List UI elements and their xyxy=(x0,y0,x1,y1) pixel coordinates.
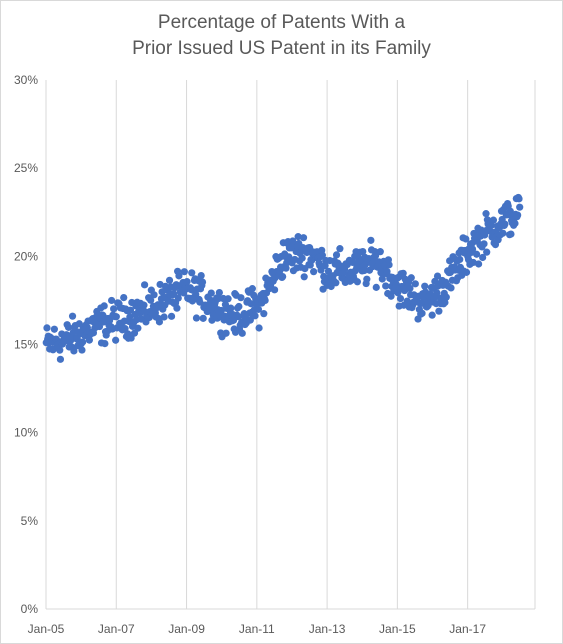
x-tick-label: Jan-07 xyxy=(98,622,135,636)
y-tick-label: 20% xyxy=(14,249,38,263)
data-point xyxy=(78,346,85,353)
data-point xyxy=(463,269,470,276)
data-point xyxy=(418,310,425,317)
data-point xyxy=(199,278,206,285)
data-point xyxy=(134,325,141,332)
x-tick-label: Jan-11 xyxy=(239,622,275,636)
data-point xyxy=(310,268,317,275)
data-point xyxy=(222,330,229,337)
data-point xyxy=(511,220,518,227)
data-point xyxy=(198,272,205,279)
data-point xyxy=(456,256,463,263)
data-point xyxy=(140,302,147,309)
data-point xyxy=(110,305,117,312)
data-point xyxy=(397,295,404,302)
x-tick-label: Jan-05 xyxy=(28,622,65,636)
y-tick-label: 25% xyxy=(14,161,38,175)
data-point xyxy=(385,261,392,268)
data-point xyxy=(216,289,223,296)
data-point xyxy=(181,268,188,275)
data-point xyxy=(227,305,234,312)
data-point xyxy=(79,338,86,345)
data-point xyxy=(443,294,450,301)
data-point xyxy=(499,230,506,237)
data-point xyxy=(408,274,415,281)
data-point xyxy=(168,313,175,320)
data-point xyxy=(193,314,200,321)
data-point xyxy=(101,340,108,347)
data-point xyxy=(412,280,419,287)
y-axis-ticks: 0% 5% 10% 15% 20% 25% 30% xyxy=(14,73,38,616)
data-point xyxy=(166,277,173,284)
data-point xyxy=(43,324,50,331)
data-point xyxy=(300,234,307,241)
gridlines xyxy=(46,80,535,609)
data-point xyxy=(515,195,522,202)
data-point xyxy=(260,310,267,317)
data-point xyxy=(69,313,76,320)
x-tick-label: Jan-15 xyxy=(379,622,416,636)
data-point xyxy=(480,240,487,247)
x-axis-ticks: Jan-05 Jan-07 Jan-09 Jan-11 Jan-13 Jan-15 Jan-… xyxy=(28,622,487,636)
data-point xyxy=(354,278,361,285)
data-point xyxy=(262,297,269,304)
data-point xyxy=(208,289,215,296)
data-point xyxy=(332,279,339,286)
data-point xyxy=(271,286,278,293)
data-point xyxy=(173,305,180,312)
data-point xyxy=(239,330,246,337)
data-point xyxy=(299,255,306,262)
data-point xyxy=(482,210,489,217)
data-point xyxy=(150,291,157,298)
data-point xyxy=(235,303,242,310)
x-tick-label: Jan-17 xyxy=(449,622,486,636)
y-tick-label: 5% xyxy=(21,514,39,528)
data-point xyxy=(301,273,308,280)
data-points xyxy=(43,194,524,363)
data-point xyxy=(490,217,497,224)
data-point xyxy=(507,231,514,238)
x-tick-label: Jan-09 xyxy=(168,622,205,636)
data-point xyxy=(336,245,343,252)
y-tick-label: 15% xyxy=(14,338,38,352)
data-point xyxy=(255,324,262,331)
data-point xyxy=(57,356,64,363)
data-point xyxy=(249,285,256,292)
data-point xyxy=(183,278,190,285)
data-point xyxy=(333,251,340,258)
data-point xyxy=(367,237,374,244)
data-point xyxy=(429,312,436,319)
y-tick-label: 10% xyxy=(14,426,38,440)
data-point xyxy=(112,337,119,344)
data-point xyxy=(435,308,442,315)
data-point xyxy=(113,313,120,320)
data-point xyxy=(86,337,93,344)
data-point xyxy=(501,220,508,227)
data-point xyxy=(514,211,521,218)
data-point xyxy=(377,248,384,255)
data-point xyxy=(141,281,148,288)
data-point xyxy=(120,294,127,301)
x-tick-label: Jan-13 xyxy=(309,622,346,636)
data-point xyxy=(483,249,490,256)
data-point xyxy=(51,326,58,333)
data-point xyxy=(516,204,523,211)
data-point xyxy=(373,284,380,291)
data-point xyxy=(251,312,258,319)
data-point xyxy=(279,273,286,280)
data-point xyxy=(200,315,207,322)
data-point xyxy=(475,260,482,267)
data-point xyxy=(101,302,108,309)
data-point xyxy=(447,284,454,291)
data-point xyxy=(161,313,168,320)
y-tick-label: 0% xyxy=(21,602,39,616)
data-point xyxy=(363,276,370,283)
data-point xyxy=(473,251,480,258)
data-point xyxy=(237,294,244,301)
y-tick-label: 30% xyxy=(14,73,38,87)
data-point xyxy=(225,295,232,302)
